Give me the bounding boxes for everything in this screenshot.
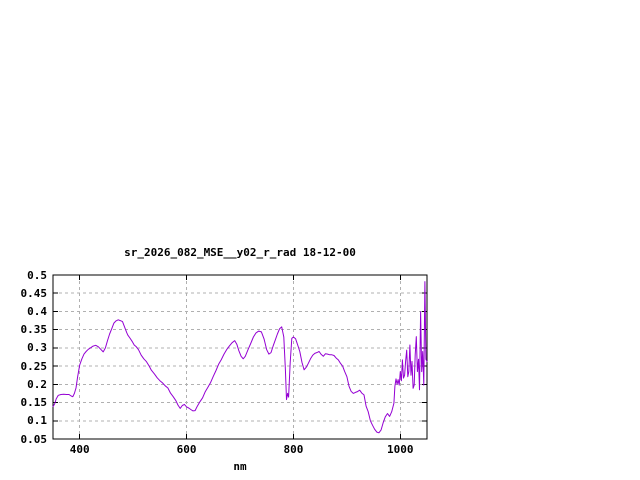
y-tick-label: 0.2	[27, 377, 47, 391]
x-tick-label: 600	[176, 443, 197, 456]
y-tick-label: 0.4	[27, 304, 47, 318]
y-tick-label: 0.3	[27, 341, 47, 355]
x-axis-label: nm	[233, 460, 247, 473]
y-tick-label: 0.5	[27, 268, 47, 282]
y-tick-label: 0.15	[20, 396, 48, 410]
spectrum-line	[52, 281, 428, 434]
y-tick-label: 0.25	[20, 359, 48, 373]
y-tick-label: 0.35	[20, 323, 48, 337]
x-tick-label: 400	[69, 443, 90, 456]
x-tick-label: 800	[283, 443, 304, 456]
y-tick-label: 0.1	[27, 414, 47, 428]
x-tick-label: 1000	[387, 443, 414, 456]
plot-border	[52, 274, 428, 440]
y-tick-label: 0.05	[20, 432, 48, 446]
y-tick-label: 0.45	[20, 286, 48, 300]
chart-title: sr_2026_082_MSE__y02_r_rad 18-12-00	[124, 246, 356, 259]
